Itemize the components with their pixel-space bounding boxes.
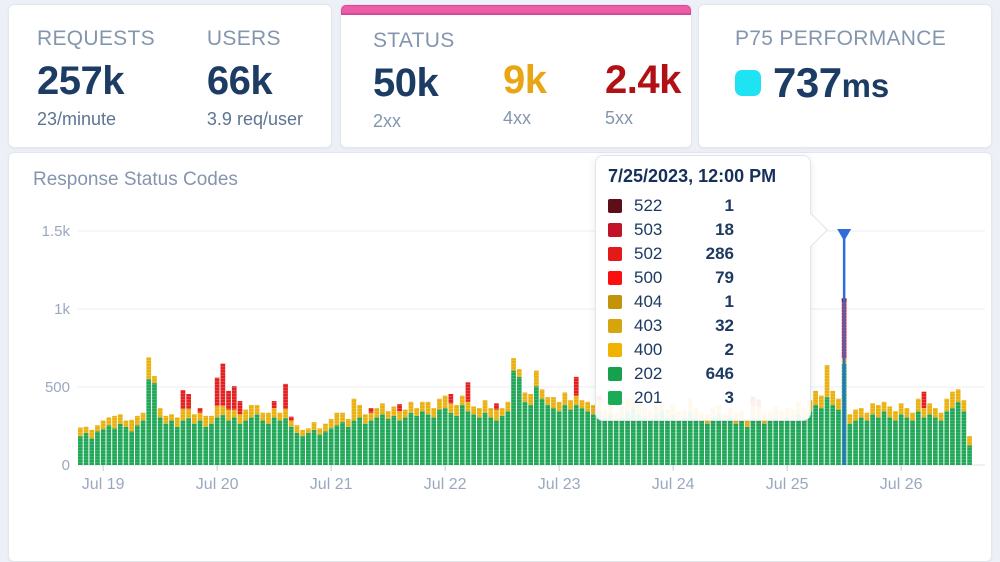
- tooltip-row: 201 3: [608, 386, 796, 410]
- status-codes-chart-card: Response Status Codes: [8, 152, 992, 562]
- status-502-swatch-icon: [608, 247, 622, 261]
- tooltip-code: 404: [634, 292, 663, 311]
- tooltip-count: 286: [705, 244, 734, 263]
- performance-label: P75 PERFORMANCE: [735, 27, 947, 50]
- users-label: USERS: [206, 27, 281, 50]
- status-5xx-stat: 2.4k 5xx: [605, 29, 681, 147]
- tooltip-row: 522 1: [608, 194, 796, 218]
- status-503-swatch-icon: [608, 223, 622, 237]
- tooltip-code: 522: [634, 196, 663, 215]
- status-404-swatch-icon: [608, 295, 622, 309]
- tooltip-row: 400 2: [608, 338, 796, 362]
- tooltip-count: 646: [705, 364, 734, 383]
- tooltip-code: 500: [634, 268, 663, 287]
- status-2xx-value: 50k: [373, 61, 439, 105]
- tooltip-count: 32: [715, 316, 734, 335]
- status-202-swatch-icon: [608, 367, 622, 381]
- tooltip-row: 502 286: [608, 242, 796, 266]
- tooltip-count: 18: [715, 220, 734, 239]
- status-522-swatch-icon: [608, 199, 622, 213]
- tooltip-count: 3: [724, 388, 734, 407]
- requests-value: 257k: [37, 59, 124, 103]
- status-400-swatch-icon: [608, 343, 622, 357]
- requests-stat: REQUESTS 257k 23/minute: [37, 27, 155, 147]
- status-5xx-value: 2.4k: [605, 58, 681, 102]
- users-rate: 3.9 req/user: [206, 109, 303, 129]
- tooltip-code: 403: [634, 316, 663, 335]
- status-5xx-sub: 5xx: [605, 108, 634, 128]
- status-4xx-stat: 9k 4xx: [503, 29, 567, 147]
- status-4xx-value: 9k: [503, 58, 547, 102]
- tooltip-code: 400: [634, 340, 663, 359]
- tooltip-count: 1: [724, 292, 734, 311]
- performance-unit: ms: [841, 67, 890, 104]
- tooltip-count: 2: [724, 340, 734, 359]
- active-tab-indicator: [341, 5, 691, 15]
- performance-legend-swatch: [735, 70, 761, 96]
- requests-label: REQUESTS: [37, 27, 155, 50]
- chart-tooltip: 7/25/2023, 12:00 PM 522 1 503 18 502 286…: [595, 155, 828, 421]
- tooltip-code: 202: [634, 364, 663, 383]
- tooltip-row: 202 646: [608, 362, 796, 386]
- tooltip-count: 79: [715, 268, 734, 287]
- requests-rate: 23/minute: [37, 109, 117, 129]
- tooltip-code: 503: [634, 220, 663, 239]
- status-500-swatch-icon: [608, 271, 622, 285]
- status-label: STATUS: [373, 29, 455, 52]
- status-2xx-stat: STATUS 50k 2xx: [373, 29, 465, 147]
- tooltip-code: 201: [634, 388, 663, 407]
- status-4xx-sub: 4xx: [503, 108, 532, 128]
- tooltip-count: 1: [724, 196, 734, 215]
- tooltip-title: 7/25/2023, 12:00 PM: [608, 166, 777, 186]
- status-card[interactable]: STATUS 50k 2xx 9k 4xx 2.4k 5xx: [340, 4, 692, 148]
- requests-users-card[interactable]: REQUESTS 257k 23/minute USERS 66k 3.9 re…: [8, 4, 332, 148]
- users-value: 66k: [206, 59, 273, 103]
- status-403-swatch-icon: [608, 319, 622, 333]
- tooltip-row: 404 1: [608, 290, 796, 314]
- status-201-swatch-icon: [608, 391, 622, 405]
- tooltip-row: 503 18: [608, 218, 796, 242]
- chart-title: Response Status Codes: [33, 169, 238, 190]
- performance-card[interactable]: P75 PERFORMANCE 737ms: [698, 4, 992, 148]
- tooltip-row: 500 79: [608, 266, 796, 290]
- performance-value: 737: [773, 59, 842, 106]
- status-2xx-sub: 2xx: [373, 111, 402, 131]
- tooltip-row: 403 32: [608, 314, 796, 338]
- tooltip-code: 502: [634, 244, 663, 263]
- users-stat: USERS 66k 3.9 req/user: [207, 27, 303, 147]
